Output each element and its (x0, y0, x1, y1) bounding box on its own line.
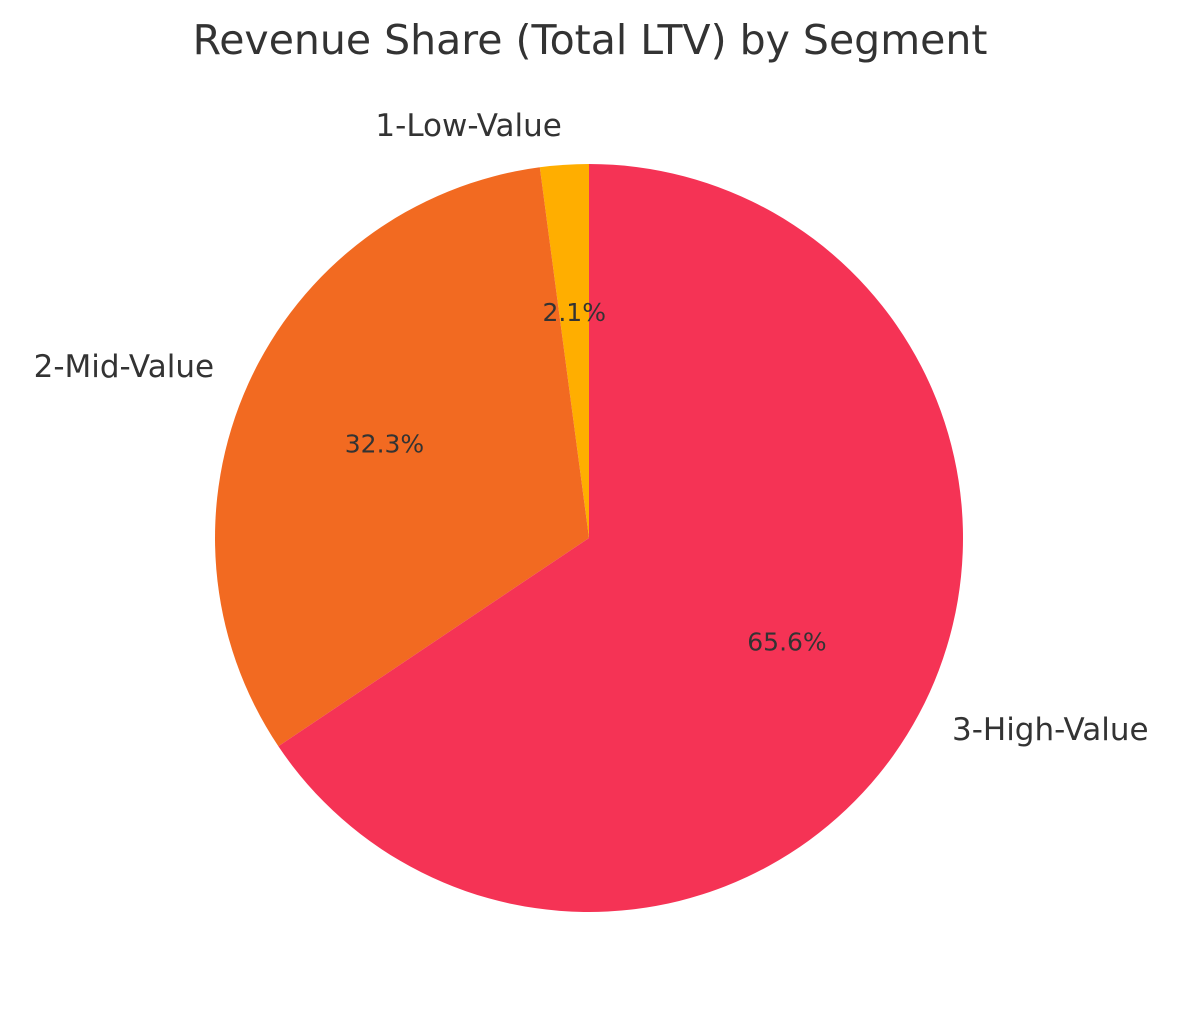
percent-label: 2.1% (542, 298, 606, 327)
pie-slices (215, 164, 964, 912)
percent-labels: 2.1% 32.3% 65.6% (345, 298, 827, 657)
percent-label: 32.3% (345, 430, 424, 459)
pie-slice-3-high-value (278, 164, 964, 912)
category-label: 3-High-Value (952, 712, 1149, 748)
chart-title: Revenue Share (Total LTV) by Segment (193, 16, 988, 64)
category-labels: 1-Low-Value 2-Mid-Value 3-High-Value (34, 108, 1149, 748)
category-label: 2-Mid-Value (34, 349, 214, 385)
pie-slice-1-low-value (539, 164, 589, 538)
pie-slice-2-mid-value (215, 167, 589, 747)
percent-label: 65.6% (747, 628, 826, 657)
category-label: 1-Low-Value (375, 108, 561, 144)
